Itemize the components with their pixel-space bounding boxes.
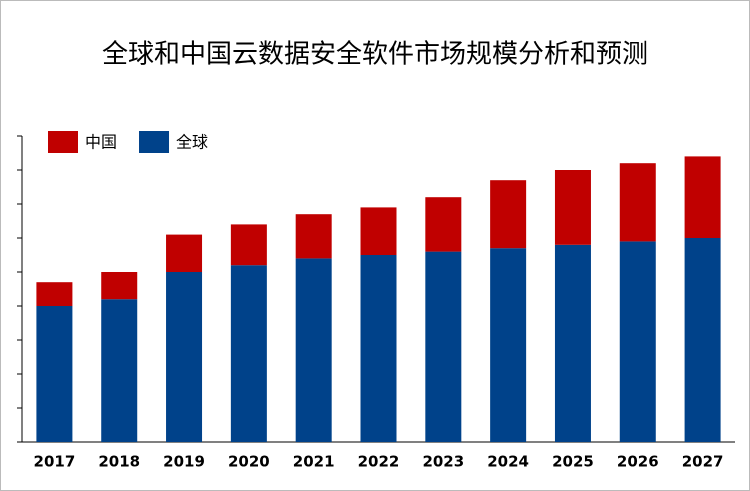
x-tick-label: 2018 xyxy=(98,453,140,471)
bar-segment xyxy=(36,306,73,442)
x-tick-label: 2023 xyxy=(422,453,464,471)
x-tick-label: 2027 xyxy=(682,453,724,471)
bar-segment xyxy=(425,251,462,442)
chart-title: 全球和中国云数据安全软件市场规模分析和预测 xyxy=(102,40,648,70)
bar-segment xyxy=(360,255,397,442)
bar-segment xyxy=(166,234,203,272)
bar-segment xyxy=(166,272,203,442)
legend-swatch xyxy=(139,131,170,153)
x-tick-label: 2017 xyxy=(34,453,76,471)
x-tick-label: 2022 xyxy=(358,453,400,471)
bar-segment xyxy=(230,265,267,442)
bar-segment xyxy=(619,241,656,442)
bar-segment xyxy=(230,224,267,266)
x-tick-label: 2021 xyxy=(293,453,335,471)
bar-segment xyxy=(360,207,397,255)
bar-segment xyxy=(684,156,721,238)
bar-segment xyxy=(619,163,656,242)
bar-segment xyxy=(101,272,138,300)
bar-segment xyxy=(554,170,591,245)
bar-segment xyxy=(684,238,721,442)
x-tick-label: 2026 xyxy=(617,453,659,471)
bar-segment xyxy=(295,258,332,442)
x-tick-label: 2024 xyxy=(487,453,529,471)
x-tick-label: 2025 xyxy=(552,453,594,471)
bar-segment xyxy=(490,180,527,249)
bar-segment xyxy=(36,282,73,306)
legend-label: 全球 xyxy=(176,133,208,152)
bar-segment xyxy=(295,214,332,259)
legend-swatch xyxy=(48,131,78,153)
bar-segment xyxy=(554,244,591,442)
bar-segment xyxy=(101,299,138,442)
bar-segment xyxy=(425,197,462,252)
bar-segment xyxy=(490,248,527,442)
x-tick-label: 2020 xyxy=(228,453,270,471)
legend-label: 中国 xyxy=(85,133,117,152)
x-tick-label: 2019 xyxy=(163,453,205,471)
